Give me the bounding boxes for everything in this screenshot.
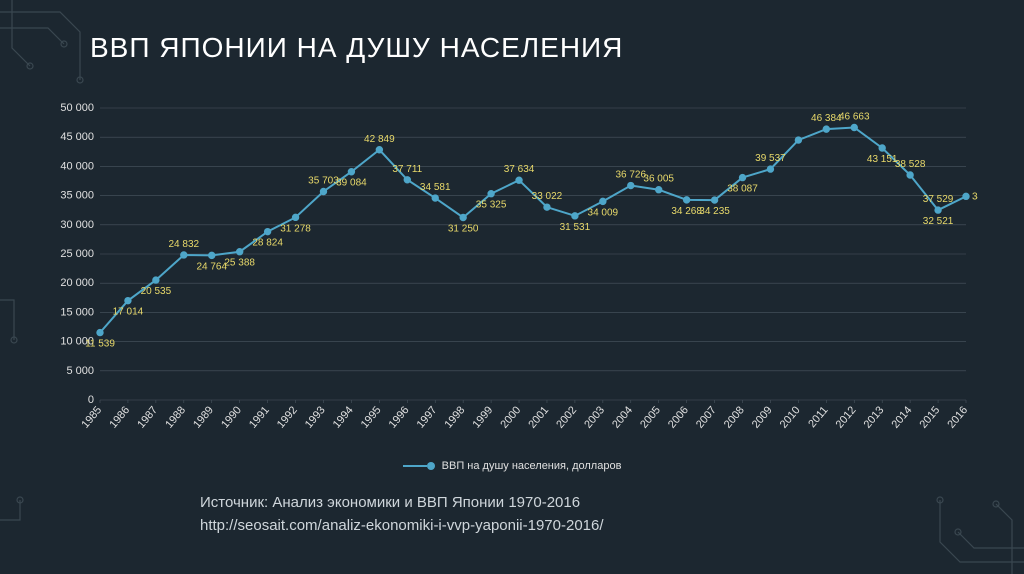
legend-label: ВВП на душу населения, долларов <box>442 460 622 472</box>
chart-legend: ВВП на душу населения, долларов <box>0 460 1024 472</box>
svg-text:39 084: 39 084 <box>336 178 367 189</box>
svg-text:2005: 2005 <box>638 404 663 430</box>
svg-text:1999: 1999 <box>470 404 495 430</box>
svg-text:43 151: 43 151 <box>867 154 898 165</box>
svg-text:32 521: 32 521 <box>923 216 954 227</box>
svg-text:1998: 1998 <box>443 404 468 430</box>
slide-title: ВВП ЯПОНИИ НА ДУШУ НАСЕЛЕНИЯ <box>90 32 623 64</box>
svg-text:1986: 1986 <box>107 404 132 430</box>
svg-text:34 268: 34 268 <box>671 206 702 217</box>
svg-text:1987: 1987 <box>135 404 160 430</box>
svg-text:1988: 1988 <box>163 404 188 430</box>
svg-text:34 871: 34 871 <box>972 191 978 202</box>
source-text: Источник: Анализ экономики и ВВП Японии … <box>200 492 604 515</box>
svg-text:31 250: 31 250 <box>448 224 479 235</box>
svg-text:17 014: 17 014 <box>113 307 144 318</box>
source-url: http://seosait.com/analiz-ekonomiki-i-vv… <box>200 515 604 538</box>
svg-text:33 022: 33 022 <box>532 191 563 202</box>
svg-text:1995: 1995 <box>359 404 384 430</box>
svg-text:35 703: 35 703 <box>308 175 339 186</box>
svg-text:36 726: 36 726 <box>615 170 646 181</box>
svg-text:1989: 1989 <box>191 404 216 430</box>
svg-text:11 539: 11 539 <box>85 339 115 350</box>
svg-text:35 000: 35 000 <box>60 190 94 202</box>
svg-text:34 581: 34 581 <box>420 182 451 193</box>
svg-text:24 832: 24 832 <box>169 239 200 250</box>
svg-text:2013: 2013 <box>862 404 887 430</box>
svg-text:1992: 1992 <box>275 404 300 430</box>
svg-text:37 529: 37 529 <box>923 194 954 205</box>
svg-text:2007: 2007 <box>694 404 719 430</box>
svg-text:2010: 2010 <box>778 404 803 430</box>
svg-text:2008: 2008 <box>722 404 747 430</box>
svg-text:1996: 1996 <box>387 404 412 430</box>
svg-text:37 634: 37 634 <box>504 164 535 175</box>
svg-text:38 528: 38 528 <box>895 159 926 170</box>
svg-text:31 531: 31 531 <box>560 222 591 233</box>
svg-text:34 235: 34 235 <box>699 206 730 217</box>
svg-text:5 000: 5 000 <box>66 365 94 377</box>
svg-text:2012: 2012 <box>834 404 859 430</box>
svg-text:24 764: 24 764 <box>196 261 227 272</box>
svg-text:45 000: 45 000 <box>60 131 94 143</box>
svg-text:36 005: 36 005 <box>643 174 674 185</box>
svg-text:39 537: 39 537 <box>755 153 786 164</box>
svg-text:1994: 1994 <box>331 404 356 430</box>
svg-text:28 824: 28 824 <box>252 238 283 249</box>
svg-text:2016: 2016 <box>945 404 970 430</box>
svg-text:2004: 2004 <box>610 404 635 430</box>
svg-text:42 849: 42 849 <box>364 134 395 145</box>
svg-text:37 711: 37 711 <box>392 164 422 175</box>
svg-text:38 087: 38 087 <box>727 184 758 195</box>
svg-text:46 663: 46 663 <box>839 111 870 122</box>
svg-text:50 000: 50 000 <box>60 102 94 114</box>
svg-text:2006: 2006 <box>666 404 691 430</box>
svg-text:1990: 1990 <box>219 404 244 430</box>
svg-text:25 388: 25 388 <box>224 258 255 269</box>
svg-text:1993: 1993 <box>303 404 328 430</box>
svg-text:40 000: 40 000 <box>60 160 94 172</box>
svg-text:20 000: 20 000 <box>60 277 94 289</box>
svg-text:2015: 2015 <box>917 404 942 430</box>
svg-text:20 535: 20 535 <box>141 286 172 297</box>
svg-text:2009: 2009 <box>750 404 775 430</box>
svg-text:0: 0 <box>88 394 94 406</box>
svg-text:30 000: 30 000 <box>60 219 94 231</box>
svg-text:31 278: 31 278 <box>280 223 311 234</box>
svg-text:2003: 2003 <box>582 404 607 430</box>
svg-text:1991: 1991 <box>247 404 272 430</box>
svg-text:25 000: 25 000 <box>60 248 94 260</box>
svg-text:2002: 2002 <box>554 404 579 430</box>
gdp-line-chart: 05 00010 00015 00020 00025 00030 00035 0… <box>48 100 978 460</box>
svg-text:2014: 2014 <box>889 404 914 430</box>
svg-text:15 000: 15 000 <box>60 306 94 318</box>
svg-text:2001: 2001 <box>526 404 551 430</box>
svg-text:46 384: 46 384 <box>811 113 842 124</box>
svg-text:35 325: 35 325 <box>476 200 507 211</box>
svg-text:1997: 1997 <box>415 404 440 430</box>
svg-text:2011: 2011 <box>806 404 830 430</box>
svg-text:2000: 2000 <box>498 404 523 430</box>
source-citation: Источник: Анализ экономики и ВВП Японии … <box>200 492 604 537</box>
svg-text:34 009: 34 009 <box>588 207 619 218</box>
svg-text:1985: 1985 <box>79 404 104 430</box>
